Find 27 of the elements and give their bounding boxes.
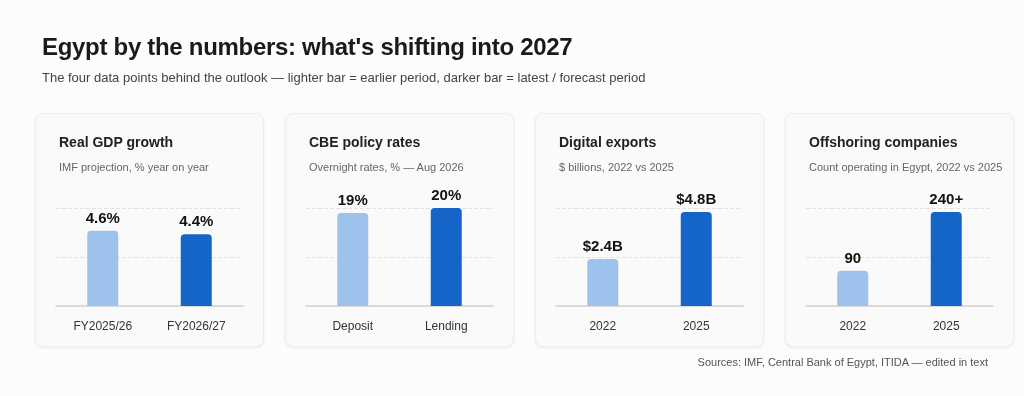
source-note: Sources: IMF, Central Bank of Egypt, ITIDA — edited in text <box>697 356 988 368</box>
chart-title: Offshoring companies <box>809 134 958 150</box>
data-label: 90 <box>844 248 862 266</box>
x-tick-label: FY2025/26 <box>73 319 133 333</box>
chart-title: CBE policy rates <box>309 134 421 150</box>
data-label: 4.4% <box>179 212 214 230</box>
text: Egypt by the numbers: what's shifting into 2027 <box>42 33 574 61</box>
x-tick-label: FY2026/27 <box>166 319 226 333</box>
text: The four data points behind the outlook — lighter bar = earlier period, darker bar = latest / forecast period <box>42 70 647 85</box>
data-label: 240+ <box>929 189 964 207</box>
data-label: 20% <box>431 186 462 203</box>
chart-title: Digital exports <box>559 134 657 150</box>
data-label: $4.8B <box>676 189 717 207</box>
x-tick-label: 2025 <box>932 319 960 333</box>
chart-title: Real GDP growth <box>59 134 174 150</box>
x-tick-label: 2022 <box>839 319 867 333</box>
x-tick-label: Lending <box>424 319 468 333</box>
data-label: $2.4B <box>582 236 623 254</box>
x-tick-label: Deposit <box>332 319 374 333</box>
chart-subtitle: Count operating in Egypt, 2022 vs 2025 <box>809 160 1003 173</box>
chart-subtitle: $ billions, 2022 vs 2025 <box>559 160 674 173</box>
chart-subtitle: Overnight rates, % — Aug 2026 <box>309 160 464 173</box>
x-tick-label: 2025 <box>682 319 710 333</box>
data-label: 4.6% <box>85 208 120 226</box>
data-label: 19% <box>337 190 368 208</box>
chart-subtitle: IMF projection, % year on year <box>59 160 210 173</box>
x-tick-label: 2022 <box>589 319 617 333</box>
